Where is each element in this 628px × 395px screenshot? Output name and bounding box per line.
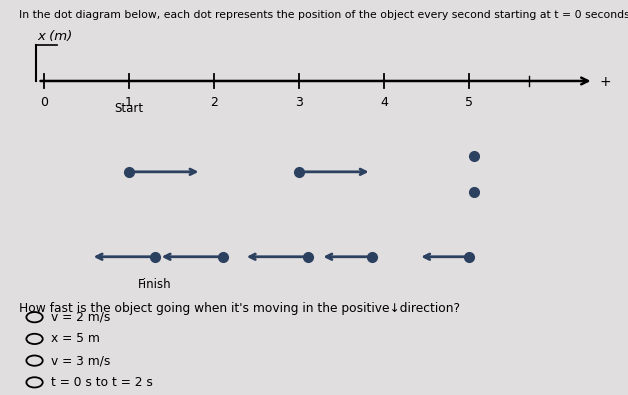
Text: Start: Start [114, 102, 144, 115]
Text: v = 2 m/s: v = 2 m/s [51, 311, 111, 324]
Text: x = 5 m: x = 5 m [51, 333, 100, 345]
Text: 3: 3 [295, 96, 303, 109]
Text: 5: 5 [465, 96, 474, 109]
Text: x (m): x (m) [38, 30, 73, 43]
Text: In the dot diagram below, each dot represents the position of the object every s: In the dot diagram below, each dot repre… [19, 10, 628, 20]
Text: v = 3 m/s: v = 3 m/s [51, 354, 111, 367]
Text: Finish: Finish [138, 278, 171, 292]
Text: 2: 2 [210, 96, 218, 109]
Text: +: + [599, 75, 611, 89]
Text: 1: 1 [125, 96, 133, 109]
Text: How fast is the object going when it's moving in the positive↓direction?: How fast is the object going when it's m… [19, 302, 460, 315]
Text: 4: 4 [381, 96, 388, 109]
Text: t = 0 s to t = 2 s: t = 0 s to t = 2 s [51, 376, 153, 389]
Text: 0: 0 [40, 96, 48, 109]
